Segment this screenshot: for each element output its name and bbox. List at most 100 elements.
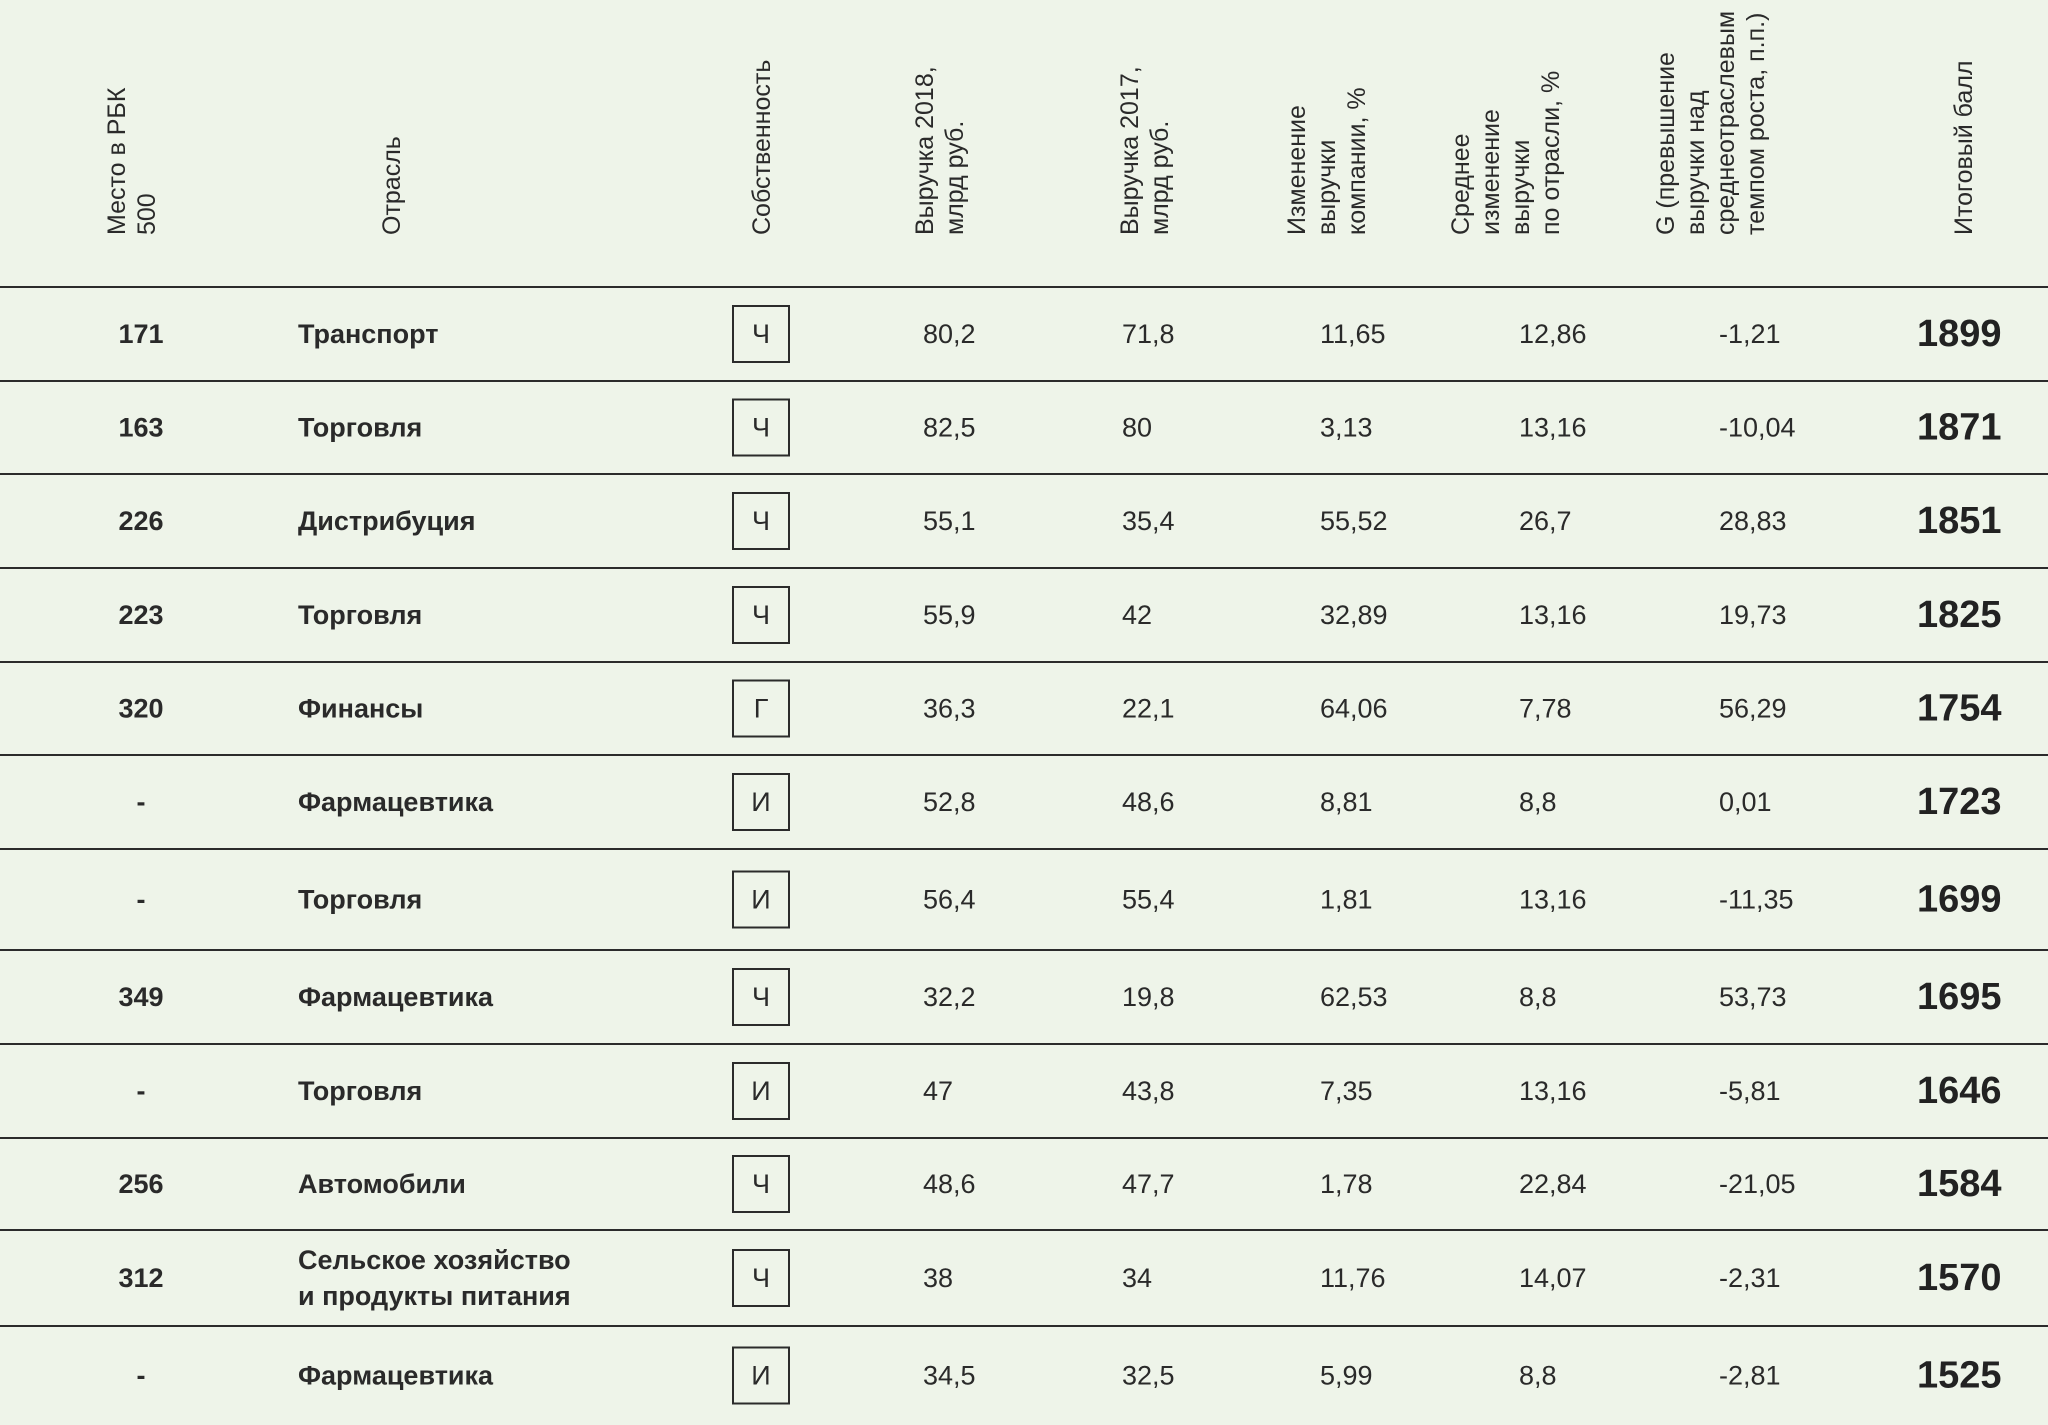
cell: 55,52 xyxy=(1320,506,1388,536)
column-header: G (превышение выручки над среднеотраслевым… xyxy=(1652,11,1770,235)
rbk-place: 256 xyxy=(118,1169,163,1199)
total-score: 1825 xyxy=(1917,594,2002,636)
industry: Автомобили xyxy=(298,1169,466,1199)
column-header-line: выручки xyxy=(1313,140,1341,235)
ownership-box xyxy=(732,1155,790,1213)
column-header-line: темпом роста, п.п.) xyxy=(1742,13,1770,235)
cell: 5,99 xyxy=(1320,1361,1373,1391)
rbk-place: 312 xyxy=(118,1263,163,1293)
cell: 34,5 xyxy=(923,1361,976,1391)
ownership-box xyxy=(732,773,790,831)
total-score: 1525 xyxy=(1917,1355,2002,1397)
industry: Торговля xyxy=(298,1076,422,1106)
total-score: 1584 xyxy=(1917,1163,2002,1205)
cell: 8,8 xyxy=(1519,787,1557,817)
industry: Транспорт xyxy=(298,319,438,349)
rbk-place: - xyxy=(137,885,146,915)
industry: Фармацевтика xyxy=(298,1361,494,1391)
industry: Торговля xyxy=(298,885,422,915)
industry: Дистрибуция xyxy=(298,506,475,536)
cell: 7,35 xyxy=(1320,1076,1373,1106)
total-score: 1899 xyxy=(1917,313,2002,355)
ownership: И xyxy=(751,1076,770,1106)
total-score: 1695 xyxy=(1917,976,2002,1018)
column-header: Изменение выручки компании, % xyxy=(1283,87,1371,235)
ownership-box xyxy=(732,305,790,363)
cell: 7,78 xyxy=(1519,694,1572,724)
cell: 34 xyxy=(1122,1263,1152,1293)
total-score: 1871 xyxy=(1917,407,2002,449)
industry: Финансы xyxy=(298,694,423,724)
column-header-line: изменение xyxy=(1477,109,1505,235)
column-header-line: Среднее xyxy=(1447,133,1475,235)
cell: 55,9 xyxy=(923,600,976,630)
ownership: Ч xyxy=(752,600,770,630)
cell: 55,4 xyxy=(1122,885,1175,915)
cell: -11,35 xyxy=(1719,885,1794,915)
column-header-line: G (превышение xyxy=(1652,52,1680,235)
cell: 56,29 xyxy=(1719,694,1787,724)
column-header-line: млрд руб. xyxy=(1146,121,1174,235)
cell: 19,8 xyxy=(1122,982,1175,1012)
rbk-place: - xyxy=(137,1076,146,1106)
industry: Фармацевтика xyxy=(298,982,494,1012)
cell: 35,4 xyxy=(1122,506,1175,536)
industry: Торговля xyxy=(298,600,422,630)
column-header-line: 500 xyxy=(133,193,161,235)
rbk-place: - xyxy=(137,787,146,817)
ownership-box xyxy=(732,1346,790,1405)
ownership: Ч xyxy=(752,1263,770,1293)
rbk-place: 223 xyxy=(118,600,163,630)
industry-line: и продукты питания xyxy=(298,1281,571,1311)
cell: 42 xyxy=(1122,600,1152,630)
cell: 12,86 xyxy=(1519,319,1587,349)
ownership-box xyxy=(732,968,790,1026)
cell: 3,13 xyxy=(1320,413,1373,443)
cell: 1,78 xyxy=(1320,1169,1373,1199)
total-score: 1754 xyxy=(1917,688,2002,730)
cell: 13,16 xyxy=(1519,413,1587,443)
cell: 48,6 xyxy=(1122,787,1175,817)
cell: 0,01 xyxy=(1719,787,1772,817)
cell: 26,7 xyxy=(1519,506,1572,536)
column-header-line: среднеотраслевым xyxy=(1712,11,1740,235)
ownership: Ч xyxy=(752,1169,770,1199)
industry: Фармацевтика xyxy=(298,787,494,817)
cell: 13,16 xyxy=(1519,885,1587,915)
cell: 13,16 xyxy=(1519,600,1587,630)
cell: 13,16 xyxy=(1519,1076,1587,1106)
cell: 53,73 xyxy=(1719,982,1787,1012)
cell: 32,5 xyxy=(1122,1361,1175,1391)
industry-line: Сельское хозяйство xyxy=(298,1245,571,1275)
cell: 32,2 xyxy=(923,982,976,1012)
ownership-box xyxy=(732,586,790,644)
cell: 71,8 xyxy=(1122,319,1175,349)
cell: -2,31 xyxy=(1719,1263,1781,1293)
column-header-line: компании, % xyxy=(1343,87,1371,235)
ownership: Ч xyxy=(752,982,770,1012)
cell: 22,1 xyxy=(1122,694,1175,724)
cell: 8,8 xyxy=(1519,982,1557,1012)
cell: 80,2 xyxy=(923,319,976,349)
rbk-place: 171 xyxy=(118,319,163,349)
ownership-box xyxy=(732,492,790,550)
cell: 55,1 xyxy=(923,506,976,536)
column-header: Место в РБК 500 xyxy=(103,87,161,235)
column-header-line: по отрасли, % xyxy=(1537,71,1565,235)
cell: 11,65 xyxy=(1320,319,1386,349)
cell: -5,81 xyxy=(1719,1076,1781,1106)
ownership: Г xyxy=(754,694,769,724)
cell: 1,81 xyxy=(1320,885,1373,915)
column-header-line: млрд руб. xyxy=(941,121,969,235)
cell: -10,04 xyxy=(1719,413,1796,443)
rbk-place: - xyxy=(137,1361,146,1391)
column-header: Собственность xyxy=(748,60,776,235)
total-score: 1723 xyxy=(1917,781,2002,823)
total-score: 1570 xyxy=(1917,1257,2002,1299)
rbk-place: 349 xyxy=(118,982,163,1012)
cell: 22,84 xyxy=(1519,1169,1587,1199)
column-header-line: Выручка 2017, xyxy=(1116,66,1144,235)
